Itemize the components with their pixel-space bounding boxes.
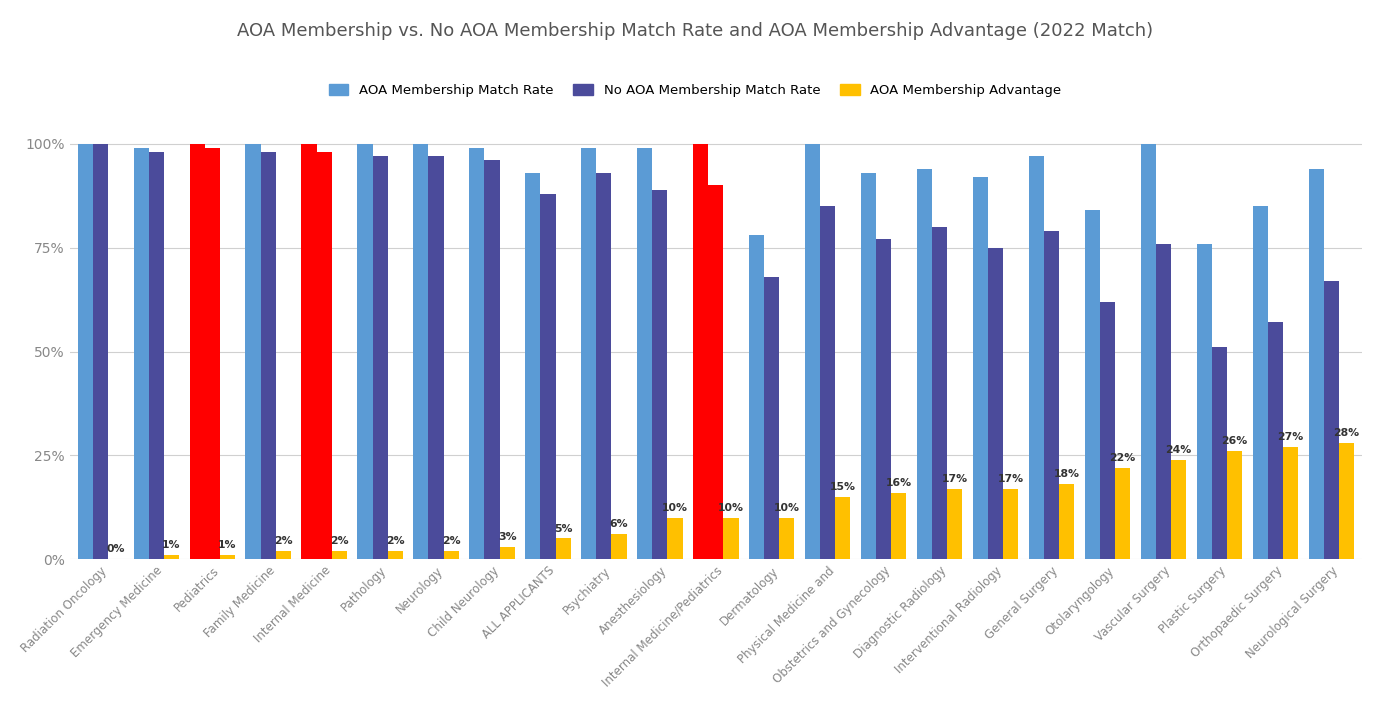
Text: 3%: 3% <box>498 532 517 542</box>
Bar <box>723 518 738 559</box>
Bar <box>1172 460 1186 559</box>
Text: 17%: 17% <box>998 474 1024 484</box>
Bar <box>220 555 235 559</box>
Bar <box>525 173 541 559</box>
Bar <box>1156 244 1172 559</box>
Bar <box>917 168 933 559</box>
Text: 5%: 5% <box>553 523 573 533</box>
Bar <box>1004 488 1019 559</box>
Text: 1%: 1% <box>163 540 181 550</box>
Bar <box>1323 281 1339 559</box>
Bar <box>1141 144 1156 559</box>
Bar <box>246 144 260 559</box>
Bar <box>541 194 556 559</box>
Bar <box>694 144 709 559</box>
Bar <box>373 156 388 559</box>
Bar <box>973 177 988 559</box>
Bar <box>1044 231 1059 559</box>
Bar <box>443 551 459 559</box>
Bar <box>709 186 723 559</box>
Bar <box>596 173 612 559</box>
Bar <box>164 555 179 559</box>
Bar <box>332 551 346 559</box>
Bar <box>275 551 291 559</box>
Bar <box>749 235 764 559</box>
Bar <box>556 538 571 559</box>
Text: 10%: 10% <box>774 503 799 513</box>
Bar <box>876 239 891 559</box>
Text: 0%: 0% <box>106 544 125 554</box>
Bar <box>189 144 204 559</box>
Bar <box>428 156 443 559</box>
Bar <box>765 277 780 559</box>
Bar <box>1029 156 1044 559</box>
Text: 17%: 17% <box>942 474 967 484</box>
Bar <box>485 161 499 559</box>
Bar <box>317 152 332 559</box>
Text: 10%: 10% <box>662 503 688 513</box>
Bar <box>805 144 820 559</box>
Text: AOA Membership vs. No AOA Membership Match Rate and AOA Membership Advantage (20: AOA Membership vs. No AOA Membership Mat… <box>236 22 1154 39</box>
Bar <box>1115 468 1130 559</box>
Text: 18%: 18% <box>1054 470 1080 480</box>
Bar <box>204 148 220 559</box>
Bar <box>637 148 652 559</box>
Bar <box>1309 168 1323 559</box>
Bar <box>1086 210 1099 559</box>
Bar <box>413 144 428 559</box>
Bar <box>149 152 164 559</box>
Text: 6%: 6% <box>610 519 628 529</box>
Text: 22%: 22% <box>1109 453 1136 463</box>
Bar <box>1268 323 1283 559</box>
Bar <box>1252 206 1268 559</box>
Text: 26%: 26% <box>1222 436 1248 446</box>
Bar <box>612 534 627 559</box>
Text: 2%: 2% <box>386 536 404 546</box>
Bar <box>860 173 876 559</box>
Text: 10%: 10% <box>719 503 744 513</box>
Bar <box>1283 447 1298 559</box>
Legend: AOA Membership Match Rate, No AOA Membership Match Rate, AOA Membership Advantag: AOA Membership Match Rate, No AOA Member… <box>324 78 1066 103</box>
Bar <box>835 497 851 559</box>
Bar <box>1197 244 1212 559</box>
Text: 2%: 2% <box>442 536 460 546</box>
Bar <box>1099 302 1115 559</box>
Bar <box>891 493 906 559</box>
Text: 1%: 1% <box>218 540 236 550</box>
Text: 24%: 24% <box>1166 445 1191 455</box>
Bar <box>1059 485 1074 559</box>
Bar <box>667 518 682 559</box>
Bar <box>260 152 275 559</box>
Text: 2%: 2% <box>274 536 292 546</box>
Bar <box>1227 451 1243 559</box>
Bar <box>780 518 795 559</box>
Bar <box>652 189 667 559</box>
Bar <box>357 144 373 559</box>
Bar <box>947 488 962 559</box>
Bar <box>93 144 108 559</box>
Text: 27%: 27% <box>1277 432 1304 442</box>
Bar <box>470 148 485 559</box>
Bar <box>1339 443 1354 559</box>
Bar <box>499 547 514 559</box>
Text: 15%: 15% <box>830 482 856 492</box>
Bar <box>581 148 596 559</box>
Text: 2%: 2% <box>329 536 349 546</box>
Bar <box>302 144 317 559</box>
Bar <box>133 148 149 559</box>
Bar <box>388 551 403 559</box>
Bar <box>988 247 1004 559</box>
Bar <box>933 227 947 559</box>
Text: 28%: 28% <box>1333 428 1359 438</box>
Bar <box>820 206 835 559</box>
Text: 16%: 16% <box>885 478 912 488</box>
Bar <box>1212 347 1227 559</box>
Bar <box>78 144 93 559</box>
